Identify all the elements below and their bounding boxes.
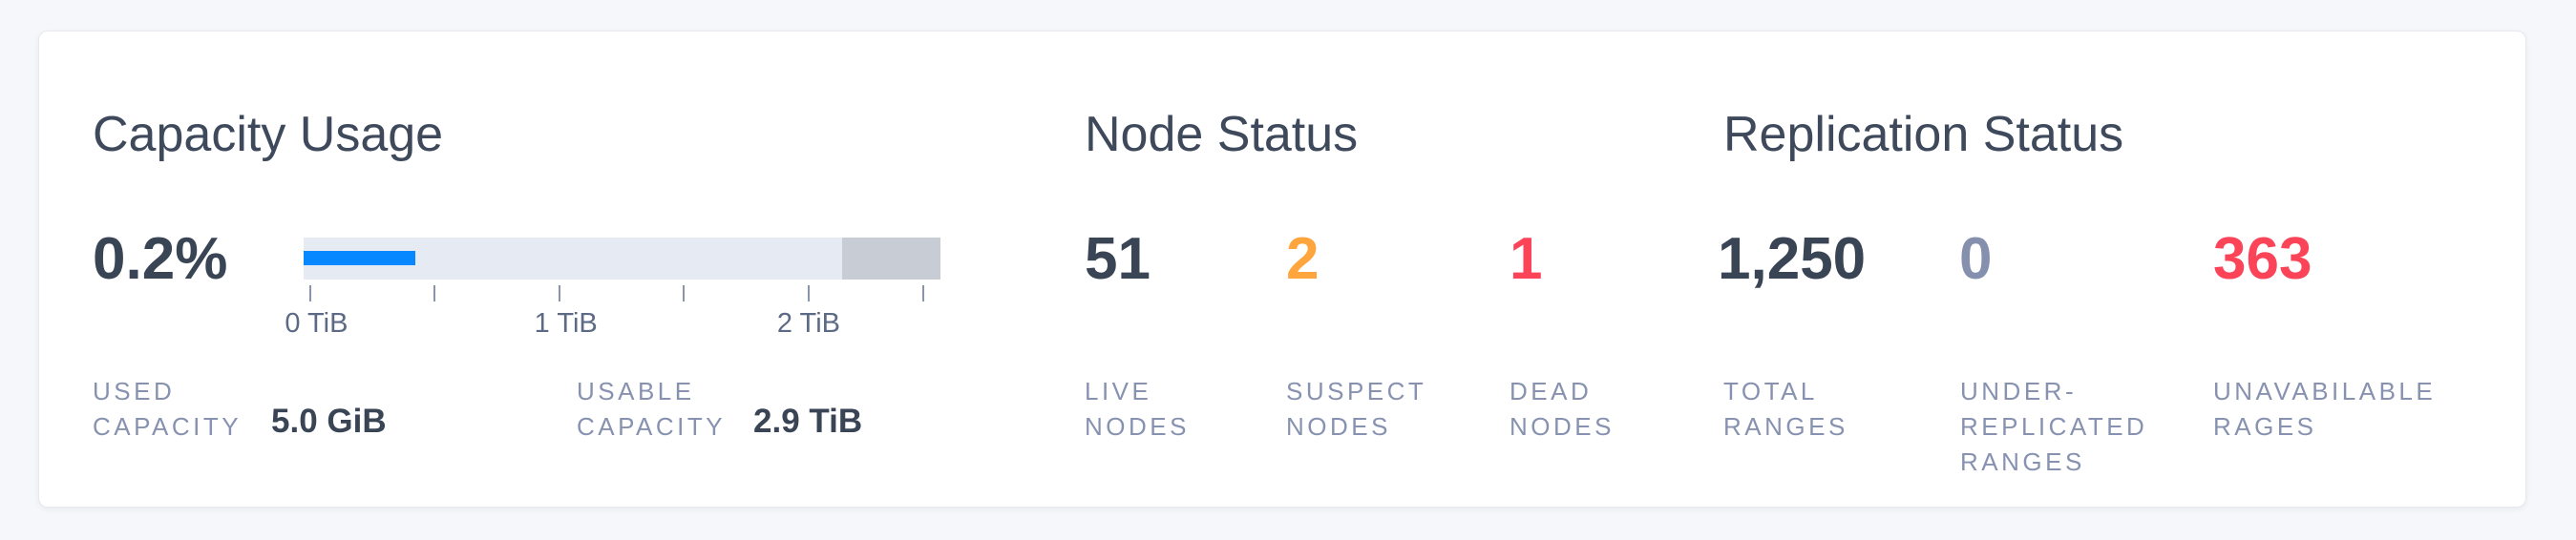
- capacity-bar-track: [304, 238, 940, 280]
- axis-tick-mark: [559, 285, 561, 301]
- dead-nodes-label: DEAD NODES: [1510, 377, 1615, 441]
- live-nodes-label: LIVE NODES: [1085, 377, 1190, 441]
- axis-tick-mark: [922, 285, 924, 301]
- under-replicated-ranges-label: UNDER- REPLICATED RANGES: [1960, 377, 2148, 476]
- usable-capacity-label: USABLE CAPACITY: [577, 377, 727, 441]
- total-ranges-value: 1,250: [1718, 226, 1867, 292]
- capacity-percent-value: 0.2%: [93, 226, 228, 292]
- capacity-axis-labels: 0 TiB 1 TiB 2 TiB: [285, 308, 923, 346]
- suspect-nodes-label: SUSPECT NODES: [1286, 377, 1427, 441]
- axis-tick-mark: [433, 285, 436, 301]
- unavailable-ranges-label: UNAVABILABLE RAGES: [2213, 377, 2437, 441]
- total-ranges-label: TOTAL RANGES: [1723, 377, 1848, 441]
- under-replicated-ranges-value: 0: [1959, 226, 1993, 292]
- axis-tick-label-1tib: 1 TiB: [534, 308, 598, 339]
- axis-tick-mark: [309, 285, 311, 301]
- unavailable-ranges-value: 363: [2213, 226, 2312, 292]
- axis-tick-mark: [682, 285, 685, 301]
- capacity-reserved-bar: [842, 238, 940, 280]
- capacity-axis: [309, 285, 924, 301]
- axis-tick-label-0tib: 0 TiB: [285, 308, 348, 339]
- used-capacity-label: USED CAPACITY: [93, 377, 243, 441]
- replication-status-title: Replication Status: [1723, 107, 2124, 162]
- used-capacity-value: 5.0 GiB: [271, 403, 387, 440]
- usable-capacity-value: 2.9 TiB: [753, 403, 863, 440]
- axis-tick-mark: [807, 285, 810, 301]
- dead-nodes-value: 1: [1510, 226, 1543, 292]
- node-status-title: Node Status: [1085, 107, 1359, 162]
- cluster-summary-card: Capacity Usage 0.2% 0 TiB 1 TiB 2 TiB US…: [38, 31, 2526, 508]
- suspect-nodes-value: 2: [1286, 226, 1320, 292]
- capacity-usage-title: Capacity Usage: [93, 107, 444, 162]
- axis-tick-label-2tib: 2 TiB: [776, 308, 840, 339]
- capacity-used-bar: [304, 251, 415, 265]
- live-nodes-value: 51: [1085, 226, 1151, 292]
